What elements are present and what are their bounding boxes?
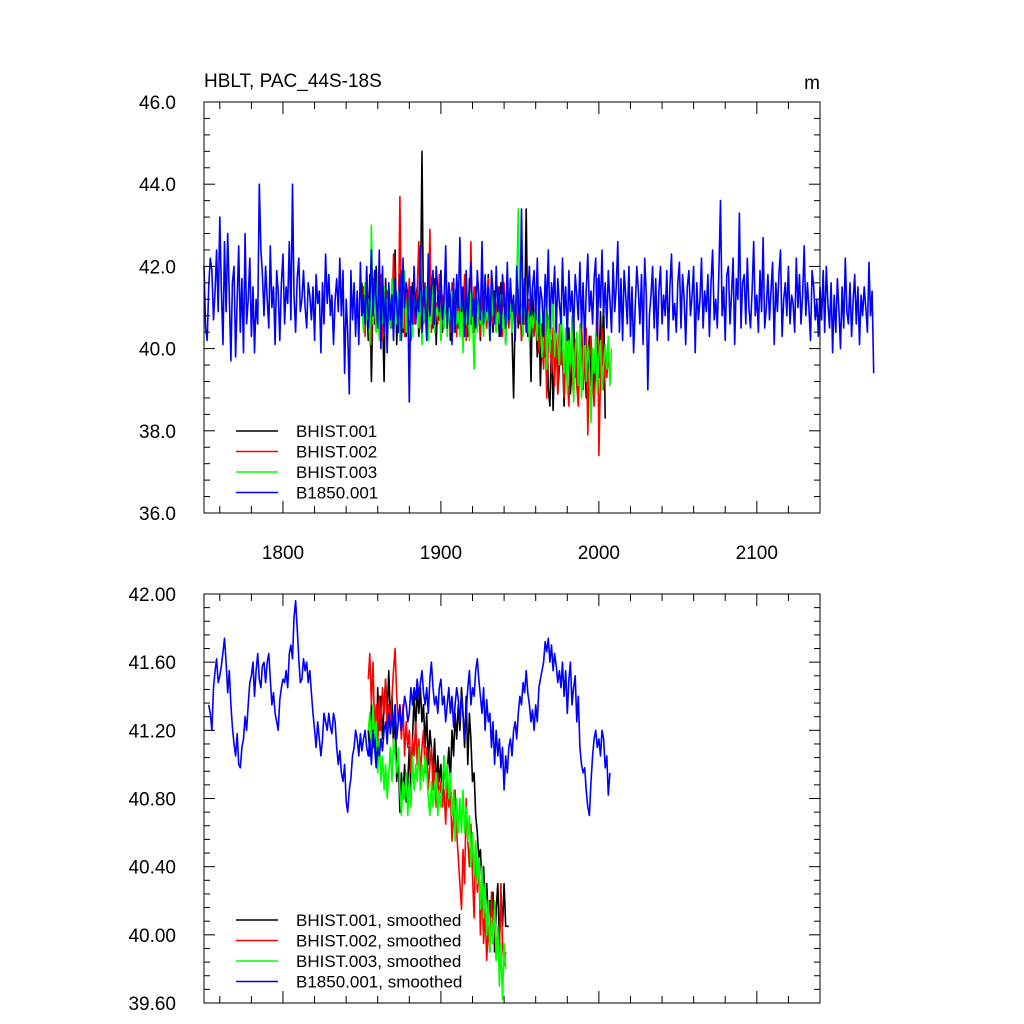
y-tick-label: 44.0 (139, 175, 176, 196)
y-tick-label: 40.40 (128, 858, 176, 879)
legend-label: B1850.001, smoothed (296, 973, 462, 992)
legend-label: B1850.001 (296, 484, 378, 503)
legend-label: BHIST.001, smoothed (296, 911, 461, 930)
y-tick-label: 40.80 (128, 790, 176, 811)
x-tick-label: 2000 (578, 543, 620, 564)
x-tick-label: 2100 (736, 543, 778, 564)
legend-label: BHIST.002, smoothed (296, 932, 461, 951)
y-tick-label: 36.0 (139, 504, 176, 525)
chart-title: HBLT, PAC_44S-18S (204, 71, 382, 92)
series-line-4 (203, 183, 875, 403)
y-tick-label: 41.60 (128, 653, 176, 674)
units-label: m (804, 73, 820, 94)
legend-label: BHIST.002 (296, 443, 377, 462)
series-line-3 (361, 208, 613, 424)
y-tick-label: 42.0 (139, 257, 176, 278)
series-line-4 (207, 599, 611, 817)
y-tick-label: 39.60 (128, 994, 176, 1015)
bottom-panel: 39.60 40.00 40.40 40.80 41.20 41.60 42.00 BHIST… (128, 585, 821, 1015)
x-tick-label: 1800 (262, 543, 304, 564)
plot-frame (203, 101, 821, 514)
y-tick-label: 46.0 (139, 93, 176, 114)
top-panel: 36.0 38.0 40.0 42.0 44.0 46.0 1800 1900 2000 2100… (139, 71, 875, 564)
legend: BHIST.001, smoothed BHIST.002, smoothedBH… (236, 911, 462, 992)
y-tick-label: 40.0 (139, 340, 176, 361)
y-tick-label: 40.00 (128, 926, 176, 947)
x-tick-label: 1900 (420, 543, 462, 564)
legend-label: BHIST.003, smoothed (296, 952, 461, 971)
y-tick-label: 42.00 (128, 585, 176, 606)
series-line-3 (367, 703, 507, 1001)
y-tick-label: 41.20 (128, 721, 176, 742)
legend-label: BHIST.001 (296, 422, 377, 441)
y-tick-label: 38.0 (139, 422, 176, 443)
legend-label: BHIST.003 (296, 463, 377, 482)
